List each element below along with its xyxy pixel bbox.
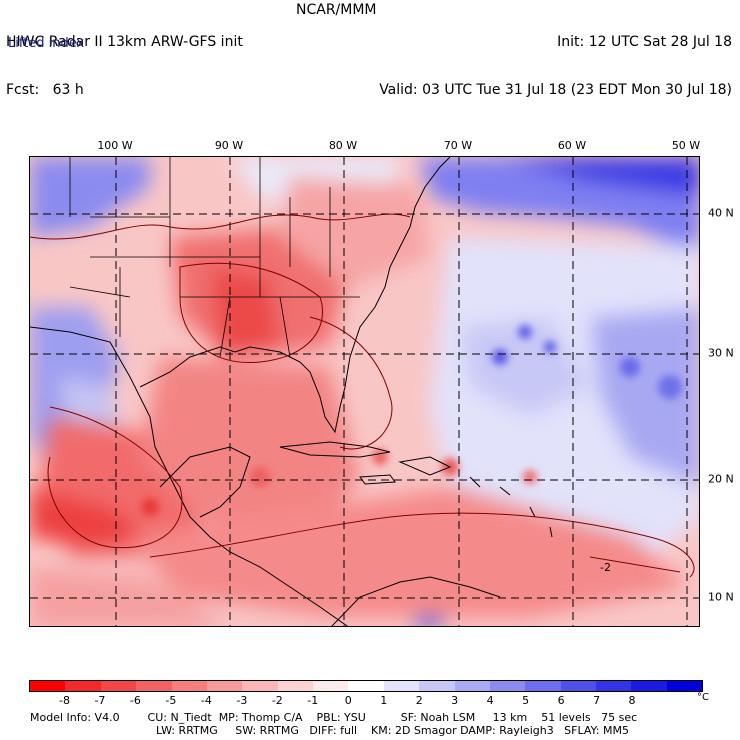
colorbar-unit: °C	[697, 692, 709, 703]
colorbar-tick-label: -7	[94, 694, 106, 707]
lat-label-30n: 30 N	[708, 346, 734, 360]
lon-label-70w: 70 W	[443, 139, 473, 152]
colorbar-tick-label: 4	[486, 694, 494, 707]
model-info-line2: LW: RRTMG SW: RRTMG DIFF: full KM: 2D Sm…	[156, 724, 629, 737]
colorbar-swatch	[454, 681, 490, 691]
valid-time: Valid: 03 UTC Tue 31 Jul 18 (23 EDT Mon …	[379, 82, 732, 98]
colorbar-tick-label: -4	[200, 694, 212, 707]
colorbar-swatch	[65, 681, 101, 691]
colorbar-tick-label: 0	[344, 694, 352, 707]
colorbar-tick-label: 3	[451, 694, 459, 707]
colorbar-tick-label: -5	[165, 694, 177, 707]
lat-label-20n: 20 N	[708, 472, 734, 486]
colorbar-swatch	[313, 681, 349, 691]
map-panel[interactable]: -2	[29, 156, 700, 627]
colorbar-swatch	[136, 681, 172, 691]
colorbar-tick-label: 5	[522, 694, 530, 707]
title-right: Init: 12 UTC Sat 28 Jul 18 Valid: 03 UTC…	[379, 2, 732, 114]
title-left: HIWC Radar II 13km ARW-GFS init Fcst: 63…	[6, 2, 243, 114]
lon-label-50w: 50 W	[671, 139, 701, 152]
colorbar-swatch	[489, 681, 526, 691]
contour-lines	[30, 213, 695, 578]
colorbar-tick-label: 7	[593, 694, 601, 707]
lifted-index-map: -2	[30, 157, 699, 626]
colorbar-swatch	[666, 681, 703, 691]
lon-label-60w: 60 W	[557, 139, 587, 152]
latlon-grid	[30, 157, 699, 626]
colorbar-swatch	[100, 681, 137, 691]
colorbar-tick-label: -2	[271, 694, 283, 707]
init-time: Init: 12 UTC Sat 28 Jul 18	[557, 34, 732, 50]
colorbar-tick-label: -8	[58, 694, 70, 707]
forecast-hour: Fcst: 63 h	[6, 82, 84, 98]
contour-label: -2	[600, 561, 611, 574]
agency-label: NCAR/MMM	[296, 2, 377, 18]
coastlines	[30, 157, 553, 626]
colorbar-swatch	[242, 681, 278, 691]
lon-label-90w: 90 W	[214, 139, 244, 152]
lon-label-100w: 100 W	[97, 139, 133, 152]
colorbar-swatch	[631, 681, 667, 691]
colorbar-tick-label: -6	[129, 694, 141, 707]
colorbar-swatch	[560, 681, 596, 691]
colorbar-tick-label: 8	[628, 694, 636, 707]
political-borders	[69, 157, 360, 358]
field-name: Lifted index	[8, 36, 85, 51]
colorbar-swatch	[525, 681, 561, 691]
lat-label-10n: 10 N	[708, 590, 734, 604]
model-info-line1: Model Info: V4.0 CU: N_Tiedt MP: Thomp C…	[30, 711, 638, 724]
colorbar-swatch	[596, 681, 632, 691]
colorbar-tick-label: 6	[557, 694, 565, 707]
colorbar-tick-label: 1	[380, 694, 388, 707]
colorbar-tick-label: -3	[236, 694, 248, 707]
model-title: HIWC Radar II 13km ARW-GFS init	[6, 34, 243, 50]
colorbar	[29, 680, 703, 692]
colorbar-tick-label: -1	[307, 694, 319, 707]
colorbar-swatch	[277, 681, 313, 691]
colorbar-swatch	[419, 681, 455, 691]
lon-label-80w: 80 W	[328, 139, 358, 152]
colorbar-swatch	[206, 681, 243, 691]
colorbar-swatch	[383, 681, 420, 691]
colorbar-tick-label: 2	[415, 694, 423, 707]
colorbar-swatch	[348, 681, 384, 691]
lat-label-40n: 40 N	[708, 206, 734, 220]
colorbar-swatch	[171, 681, 207, 691]
colorbar-swatch	[30, 681, 66, 691]
